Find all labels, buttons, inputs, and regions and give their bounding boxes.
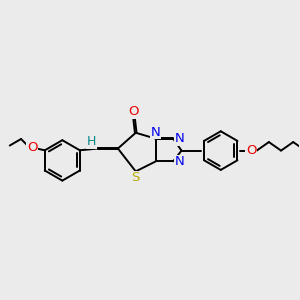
Text: S: S — [131, 171, 139, 184]
Text: N: N — [151, 126, 161, 139]
Text: O: O — [129, 105, 139, 118]
Text: O: O — [246, 144, 256, 157]
Text: N: N — [174, 132, 184, 145]
Text: O: O — [27, 141, 38, 154]
Text: N: N — [174, 155, 184, 168]
Text: H: H — [87, 136, 96, 148]
